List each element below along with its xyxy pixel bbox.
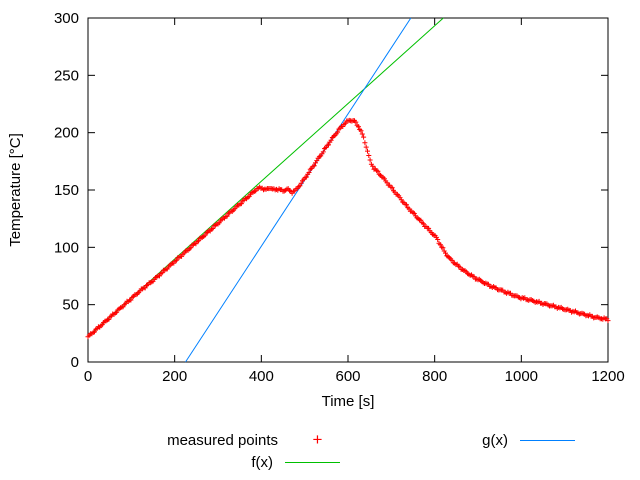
y-axis-title: Temperature [°C] (7, 133, 24, 247)
y-tick-label: 100 (54, 239, 79, 256)
y-tick-label: 250 (54, 67, 79, 84)
plot-border (87, 17, 609, 363)
x-axis-title: Time [s] (322, 393, 375, 410)
y-tick-label: 200 (54, 125, 79, 142)
x-tick-label: 200 (162, 368, 187, 385)
x-tick-label: 400 (249, 368, 274, 385)
y-tick-label: 50 (62, 297, 79, 314)
measured-points-markers (85, 117, 611, 340)
x-tick-label: 800 (422, 368, 447, 385)
series-line-g (185, 17, 412, 363)
series-line-f (87, 17, 444, 338)
y-tick-label: 0 (71, 354, 79, 371)
x-tick-label: 600 (335, 368, 360, 385)
y-tick-label: 300 (54, 10, 79, 27)
x-tick-label: 1000 (505, 368, 538, 385)
x-tick-label: 1200 (591, 368, 624, 385)
x-tick-label: 0 (84, 368, 92, 385)
y-tick-label: 150 (54, 182, 79, 199)
